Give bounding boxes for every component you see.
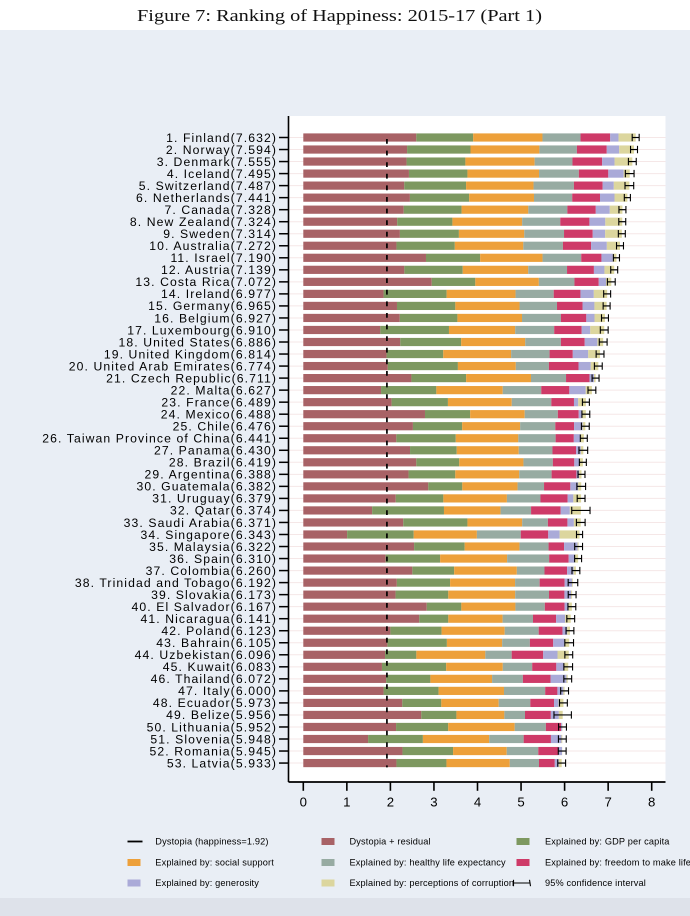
svg-text:25. Chile(6.476): 25. Chile(6.476) <box>173 420 277 434</box>
svg-text:32. Qatar(6.374): 32. Qatar(6.374) <box>170 504 277 518</box>
svg-text:16. Belgium(6.927): 16. Belgium(6.927) <box>154 311 277 325</box>
svg-text:45. Kuwait(6.083): 45. Kuwait(6.083) <box>163 660 277 674</box>
svg-text:52. Romania(5.945): 52. Romania(5.945) <box>149 744 277 758</box>
svg-text:21. Czech Republic(6.711): 21. Czech Republic(6.711) <box>106 371 277 385</box>
svg-text:Explained by: generosity: Explained by: generosity <box>155 878 259 888</box>
svg-text:0: 0 <box>300 795 307 810</box>
svg-text:Explained by: freedom to make: Explained by: freedom to make life choic… <box>545 858 690 868</box>
svg-text:2. Norway(7.594): 2. Norway(7.594) <box>166 143 277 157</box>
svg-text:12. Austria(7.139): 12. Austria(7.139) <box>161 263 277 277</box>
svg-text:26. Taiwan Province of China(6: 26. Taiwan Province of China(6.441) <box>42 432 277 446</box>
svg-text:17. Luxembourg(6.910): 17. Luxembourg(6.910) <box>127 323 277 337</box>
svg-text:34. Singapore(6.343): 34. Singapore(6.343) <box>140 528 277 542</box>
svg-text:44. Uzbekistan(6.096): 44. Uzbekistan(6.096) <box>135 648 277 662</box>
svg-text:4. Iceland(7.495): 4. Iceland(7.495) <box>167 167 277 181</box>
svg-text:1: 1 <box>343 795 350 810</box>
svg-text:24. Mexico(6.488): 24. Mexico(6.488) <box>161 407 277 421</box>
svg-text:10. Australia(7.272): 10. Australia(7.272) <box>149 239 277 253</box>
svg-text:Explained by: social support: Explained by: social support <box>155 858 274 868</box>
svg-text:19. United Kingdom(6.814): 19. United Kingdom(6.814) <box>104 347 277 361</box>
svg-text:13. Costa Rica(7.072): 13. Costa Rica(7.072) <box>135 275 277 289</box>
svg-text:46. Thailand(6.072): 46. Thailand(6.072) <box>151 672 277 686</box>
svg-text:33. Saudi Arabia(6.371): 33. Saudi Arabia(6.371) <box>124 516 277 530</box>
svg-text:7. Canada(7.328): 7. Canada(7.328) <box>165 203 277 217</box>
svg-text:43. Bahrain(6.105): 43. Bahrain(6.105) <box>156 636 277 650</box>
svg-text:Figure 7: Ranking of Happiness: Figure 7: Ranking of Happiness: 2015-17 … <box>137 6 542 25</box>
svg-text:29. Argentina(6.388): 29. Argentina(6.388) <box>145 468 277 482</box>
svg-text:14. Ireland(6.977): 14. Ireland(6.977) <box>161 287 277 301</box>
svg-text:36. Spain(6.310): 36. Spain(6.310) <box>169 552 277 566</box>
svg-text:38. Trinidad and Tobago(6.192): 38. Trinidad and Tobago(6.192) <box>75 576 277 590</box>
svg-text:7: 7 <box>604 795 611 810</box>
svg-text:42. Poland(6.123): 42. Poland(6.123) <box>161 624 277 638</box>
svg-text:1. Finland(7.632): 1. Finland(7.632) <box>166 131 277 145</box>
svg-text:39. Slovakia(6.173): 39. Slovakia(6.173) <box>151 588 277 602</box>
svg-text:Explained by: GDP per capita: Explained by: GDP per capita <box>545 837 670 847</box>
svg-text:5. Switzerland(7.487): 5. Switzerland(7.487) <box>139 179 277 193</box>
svg-text:8: 8 <box>648 795 655 810</box>
svg-text:40. El Salvador(6.167): 40. El Salvador(6.167) <box>132 600 277 614</box>
svg-text:35. Malaysia(6.322): 35. Malaysia(6.322) <box>149 540 277 554</box>
svg-text:23. France(6.489): 23. France(6.489) <box>161 395 277 409</box>
svg-text:Dystopia + residual: Dystopia + residual <box>350 837 431 847</box>
svg-text:6. Netherlands(7.441): 6. Netherlands(7.441) <box>136 191 277 205</box>
svg-text:22. Malta(6.627): 22. Malta(6.627) <box>171 383 277 397</box>
svg-text:Dystopia (happiness=1.92): Dystopia (happiness=1.92) <box>155 837 268 847</box>
svg-text:3: 3 <box>430 795 437 810</box>
svg-text:18. United States(6.886): 18. United States(6.886) <box>118 335 277 349</box>
svg-text:48. Ecuador(5.973): 48. Ecuador(5.973) <box>153 696 277 710</box>
svg-text:37. Colombia(6.260): 37. Colombia(6.260) <box>146 564 277 578</box>
svg-text:8. New Zealand(7.324): 8. New Zealand(7.324) <box>130 215 277 229</box>
svg-text:Explained by: healthy life exp: Explained by: healthy life expectancy <box>350 858 506 868</box>
svg-text:11. Israel(7.190): 11. Israel(7.190) <box>170 251 277 265</box>
svg-text:4: 4 <box>474 795 481 810</box>
svg-text:5: 5 <box>517 795 524 810</box>
svg-text:6: 6 <box>561 795 568 810</box>
svg-text:9. Sweden(7.314): 9. Sweden(7.314) <box>163 227 277 241</box>
svg-text:20. United Arab Emirates(6.774: 20. United Arab Emirates(6.774) <box>69 359 277 373</box>
svg-text:31. Uruguay(6.379): 31. Uruguay(6.379) <box>152 492 277 506</box>
svg-text:95% confidence interval: 95% confidence interval <box>545 878 646 888</box>
svg-text:28. Brazil(6.419): 28. Brazil(6.419) <box>169 456 277 470</box>
svg-text:41. Nicaragua(6.141): 41. Nicaragua(6.141) <box>141 612 278 626</box>
svg-text:3. Denmark(7.555): 3. Denmark(7.555) <box>157 155 277 169</box>
svg-text:53. Latvia(5.933): 53. Latvia(5.933) <box>167 756 277 770</box>
svg-text:2: 2 <box>387 795 394 810</box>
svg-text:49. Belize(5.956): 49. Belize(5.956) <box>166 708 277 722</box>
svg-text:51. Slovenia(5.948): 51. Slovenia(5.948) <box>150 732 277 746</box>
svg-text:27. Panama(6.430): 27. Panama(6.430) <box>154 444 277 458</box>
svg-text:47. Italy(6.000): 47. Italy(6.000) <box>178 684 277 698</box>
svg-text:30. Guatemala(6.382): 30. Guatemala(6.382) <box>136 480 277 494</box>
svg-text:Explained by: perceptions of c: Explained by: perceptions of corruption <box>350 878 515 888</box>
svg-text:15. Germany(6.965): 15. Germany(6.965) <box>148 299 277 313</box>
svg-text:50. Lithuania(5.952): 50. Lithuania(5.952) <box>147 720 277 734</box>
